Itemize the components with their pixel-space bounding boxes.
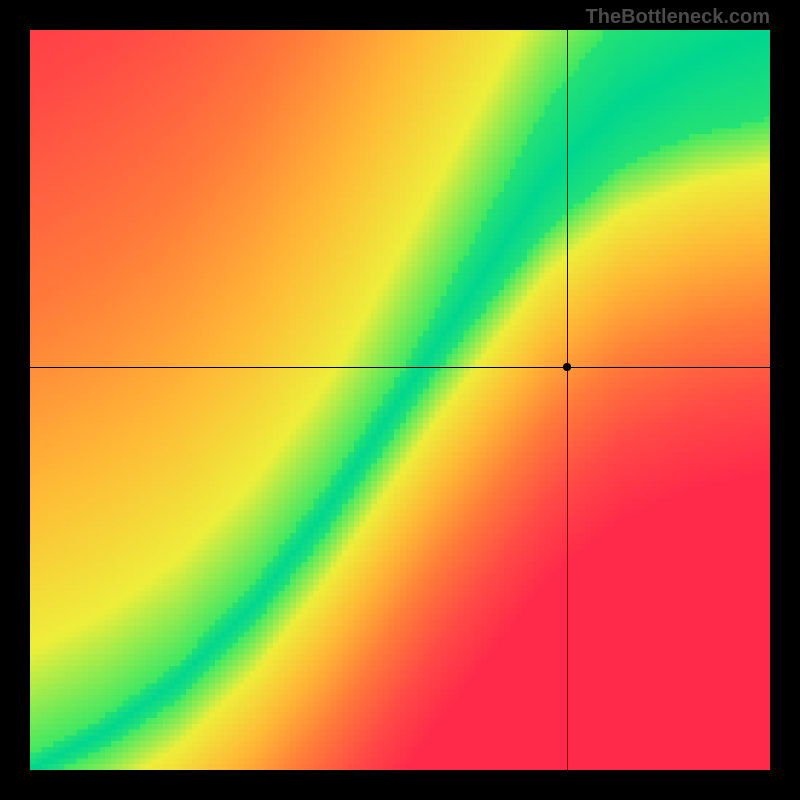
chart-container: TheBottleneck.com [0,0,800,800]
heatmap-canvas [30,30,770,770]
crosshair-vertical [567,30,568,770]
crosshair-marker [561,361,573,373]
watermark-text: TheBottleneck.com [586,6,770,29]
crosshair-horizontal [30,367,770,368]
